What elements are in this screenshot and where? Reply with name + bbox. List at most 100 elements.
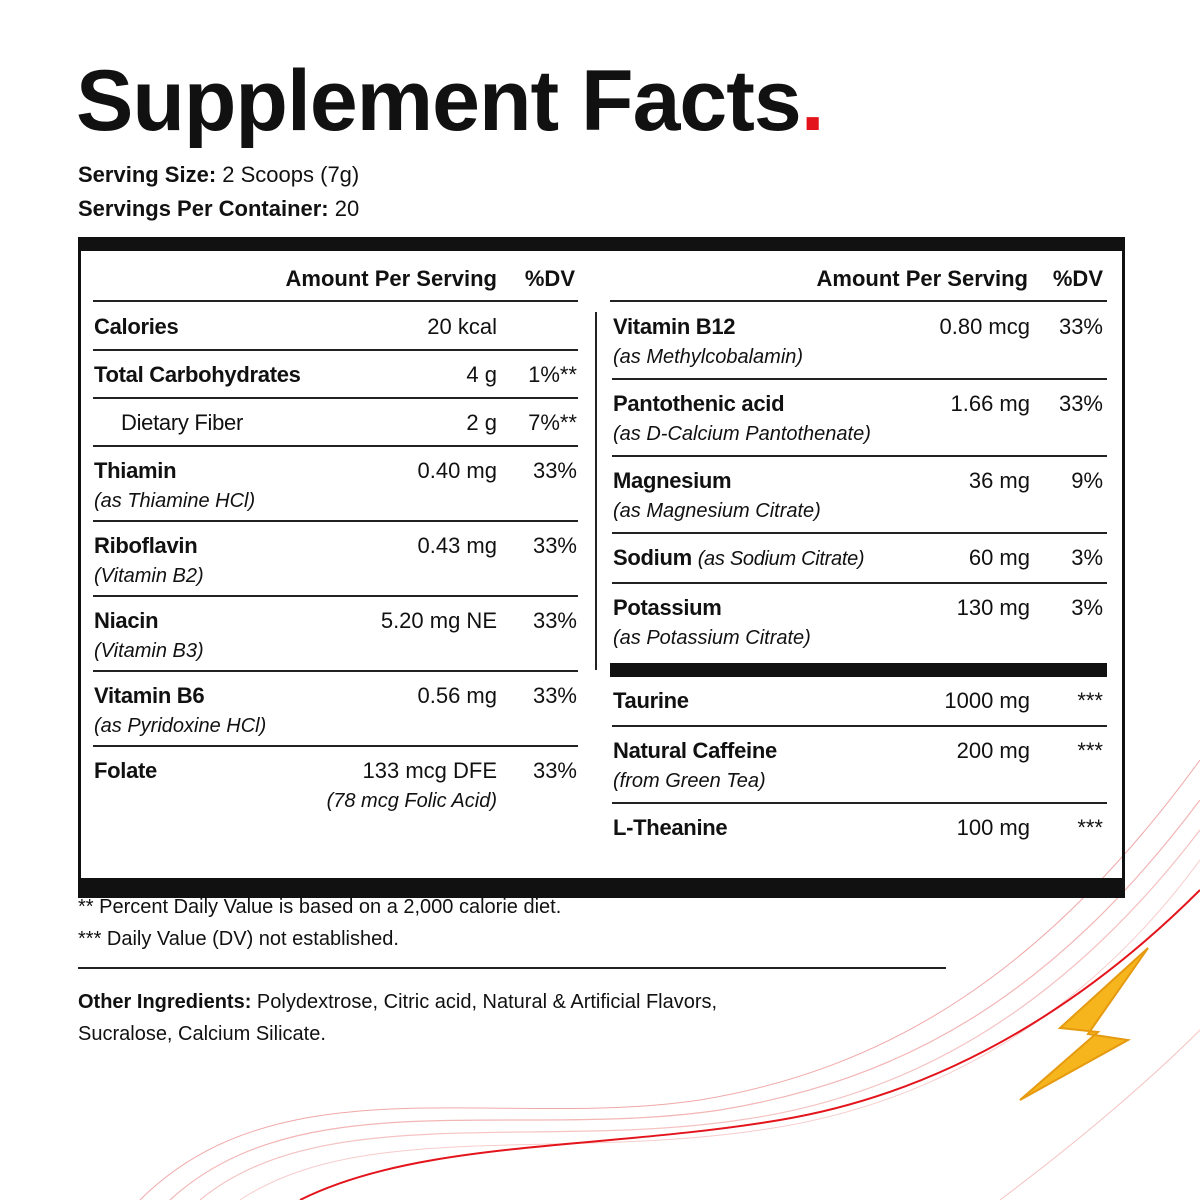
amount: 5.20 mg NE xyxy=(380,608,497,633)
table-row: Magnesium (as Magnesium Citrate) 36 mg 9% xyxy=(612,457,1107,534)
nutrient-name: Calories xyxy=(94,314,179,340)
table-row: Folate 133 mcg DFE (78 mcg Folic Acid) 33% xyxy=(93,747,578,822)
section-bar xyxy=(610,663,1107,677)
amount: 1.66 mg xyxy=(950,391,1031,416)
name: Calories xyxy=(94,314,179,339)
name: Total Carbohydrates xyxy=(94,362,301,387)
label: Serving Size: xyxy=(78,162,217,187)
amount: 2 g xyxy=(466,410,497,435)
daily-value: 33% xyxy=(532,608,577,633)
amount: 1000 mg xyxy=(944,688,1030,713)
column-header: %DV xyxy=(1052,266,1103,291)
nutrient-name: Vitamin B12 xyxy=(613,314,736,340)
daily-value: 3% xyxy=(1071,595,1103,620)
qualifier: (as Sodium Citrate) xyxy=(697,548,865,570)
amount: 100 mg xyxy=(956,815,1030,840)
table-row: Riboflavin (Vitamin B2) 0.43 mg 33% xyxy=(93,522,578,597)
amount: 133 mcg DFE xyxy=(362,758,498,783)
table-row: Calories 20 kcal xyxy=(93,303,578,351)
amount: 130 mg xyxy=(956,595,1030,620)
table-row: Vitamin B6 (as Pyridoxine HCl) 0.56 mg 33% xyxy=(93,672,578,747)
table-row: Thiamin (as Thiamine HCl) 0.40 mg 33% xyxy=(93,447,578,522)
nutrient-source: (Vitamin B3) xyxy=(94,640,204,662)
name: L-Theanine xyxy=(613,815,728,840)
column-divider xyxy=(595,312,597,670)
amount-note: (78 mcg Folic Acid) xyxy=(326,790,497,812)
daily-value: 33% xyxy=(1058,391,1103,416)
daily-value: 33% xyxy=(532,458,577,483)
name: Potassium xyxy=(613,595,722,620)
nutrient-name: Niacin xyxy=(94,608,159,634)
daily-value: 33% xyxy=(532,758,577,783)
table-row: Natural Caffeine (from Green Tea) 200 mg **… xyxy=(612,727,1107,804)
column-header: %DV xyxy=(524,266,575,291)
column-header: Amount Per Serving xyxy=(816,266,1028,291)
daily-value: 9% xyxy=(1071,468,1103,493)
value: 20 xyxy=(334,196,360,221)
nutrient-name: Riboflavin xyxy=(94,533,198,559)
daily-value: *** xyxy=(1077,815,1103,840)
amount: 0.43 mg xyxy=(417,533,498,558)
amount: 36 mg xyxy=(968,468,1030,493)
other-ingredients: Other Ingredients: Polydextrose, Citric … xyxy=(78,986,738,1050)
daily-value: 33% xyxy=(532,533,577,558)
nutrient-source: (as Magnesium Citrate) xyxy=(613,500,821,522)
value: Polydextrose, Citric acid, Natural & Art… xyxy=(78,991,718,1045)
footnote: ** Percent Daily Value is based on a 2,0… xyxy=(78,896,562,918)
name: Natural Caffeine xyxy=(613,738,777,763)
name: Thiamin xyxy=(94,458,177,483)
nutrient-source: (as Methylcobalamin) xyxy=(613,346,804,368)
divider xyxy=(78,967,946,969)
nutrient-name: Dietary Fiber xyxy=(121,410,243,436)
title-text: Supplement Facts xyxy=(76,53,802,149)
name: Riboflavin xyxy=(94,533,198,558)
amount: 0.56 mg xyxy=(417,683,498,708)
column-header: Amount Per Serving xyxy=(285,266,497,291)
title-mark: . xyxy=(800,53,825,149)
nutrient-source: (Vitamin B2) xyxy=(94,565,204,587)
nutrient-source: (as D-Calcium Pantothenate) xyxy=(613,423,871,445)
daily-value: *** xyxy=(1077,688,1103,713)
amount: 0.80 mcg xyxy=(939,314,1031,339)
header-rule xyxy=(93,300,578,302)
serving-size: Serving Size: 2 Scoops (7g) xyxy=(78,162,359,188)
label: Servings Per Container: xyxy=(78,196,329,221)
table-row: Total Carbohydrates 4 g 1%** xyxy=(93,351,578,399)
nutrient-source: (as Potassium Citrate) xyxy=(613,627,811,649)
daily-value: 33% xyxy=(1058,314,1103,339)
nutrient-name: Total Carbohydrates xyxy=(94,362,301,388)
name: Taurine xyxy=(613,688,689,713)
nutrient-name: Thiamin xyxy=(94,458,177,484)
daily-value: 3% xyxy=(1071,545,1103,570)
nutrient-name: Magnesium xyxy=(613,468,732,494)
table-row: Potassium (as Potassium Citrate) 130 mg 3% xyxy=(612,584,1107,661)
header-rule xyxy=(610,300,1107,302)
name: Folate xyxy=(94,758,157,783)
nutrient-name: Folate xyxy=(94,758,157,784)
name: Vitamin B6 xyxy=(94,683,205,708)
name: Pantothenic acid xyxy=(613,391,785,416)
name: Sodium xyxy=(613,545,692,570)
facts-table xyxy=(78,237,1125,898)
daily-value: 33% xyxy=(532,683,577,708)
nutrient-name: Potassium xyxy=(613,595,722,621)
daily-value: 1%** xyxy=(528,362,577,387)
amount: 4 g xyxy=(466,362,497,387)
nutrient-name: L-Theanine xyxy=(613,815,728,841)
label: Other Ingredients: xyxy=(78,991,252,1013)
nutrient-name: Natural Caffeine xyxy=(613,738,777,764)
daily-value: 7%** xyxy=(528,410,577,435)
name: Dietary Fiber xyxy=(121,410,244,435)
amount: 60 mg xyxy=(968,545,1030,570)
table-row: Taurine 1000 mg *** xyxy=(612,677,1107,727)
value: 2 Scoops (7g) xyxy=(222,162,360,187)
table-row: Sodium (as Sodium Citrate) 60 mg 3% xyxy=(612,534,1107,584)
amount: 200 mg xyxy=(956,738,1030,763)
nutrient-name: Sodium (as Sodium Citrate) xyxy=(613,545,865,571)
name: Niacin xyxy=(94,608,159,633)
table-row: Pantothenic acid (as D-Calcium Pantothena… xyxy=(612,380,1107,457)
name: Magnesium xyxy=(613,468,732,493)
nutrient-name: Vitamin B6 xyxy=(94,683,205,709)
daily-value: *** xyxy=(1077,738,1103,763)
